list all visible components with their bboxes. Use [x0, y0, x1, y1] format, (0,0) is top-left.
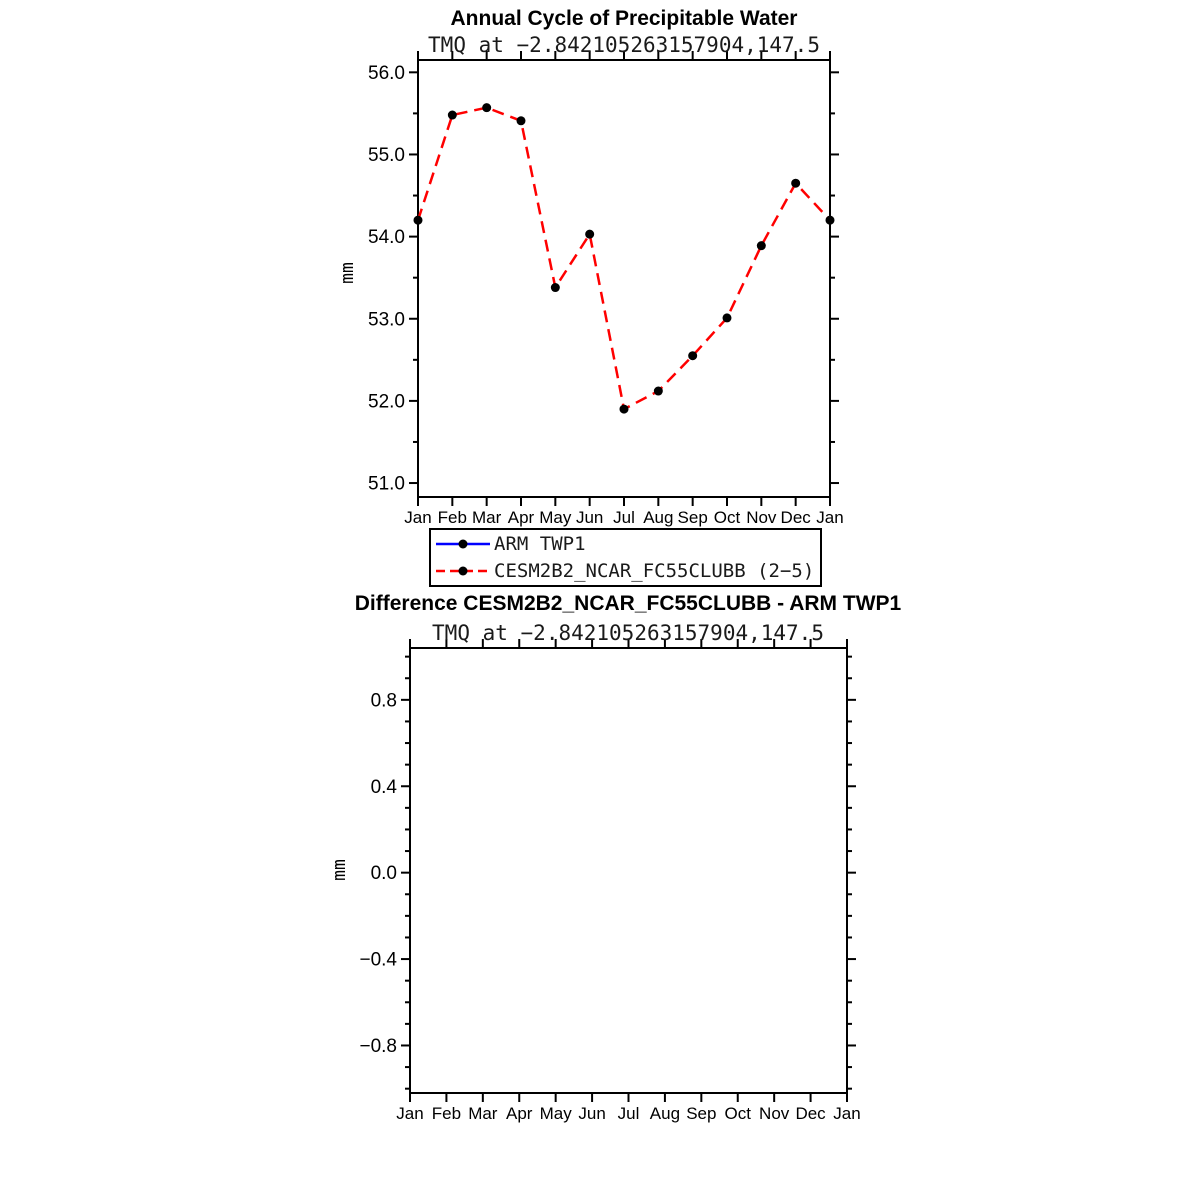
top-chart-title: Annual Cycle of Precipitable Water	[450, 7, 798, 30]
y-tick-label: 56.0	[368, 63, 405, 84]
y-tick-label: 0.4	[371, 777, 398, 798]
x-tick-label: Aug	[650, 1104, 680, 1123]
tick-labels: −0.8 −0.4 0.0 0.4 0.8 Jan Feb Mar Apr May Jun Jul Au…	[359, 690, 860, 1123]
x-tick-label: May	[540, 1104, 573, 1123]
x-tick-label: Jan	[816, 508, 843, 527]
x-tick-label: Mar	[472, 508, 502, 527]
data-point-marker	[413, 215, 423, 225]
y-tick-label: −0.8	[359, 1036, 397, 1057]
legend-label-cesm: CESM2B2_NCAR_FC55CLUBB (2−5)	[494, 560, 815, 582]
data-point-marker	[482, 103, 492, 113]
data-point-marker	[585, 229, 595, 239]
x-tick-label: May	[539, 508, 572, 527]
y-tick-label: 53.0	[368, 309, 405, 330]
y-tick-label: 55.0	[368, 145, 405, 166]
y-tick-label: 51.0	[368, 474, 405, 495]
x-tick-label: Oct	[725, 1104, 752, 1123]
bottom-chart-y-axis-label: mm	[329, 859, 350, 881]
y-tick-label: −0.4	[359, 950, 397, 971]
x-tick-label: Apr	[508, 508, 535, 527]
x-tick-label: Jan	[396, 1104, 423, 1123]
data-point-marker	[516, 116, 526, 126]
x-tick-label: Aug	[643, 508, 673, 527]
x-tick-label: Dec	[781, 508, 812, 527]
legend-label-arm-twp1: ARM TWP1	[494, 533, 586, 555]
data-point-marker	[791, 178, 801, 188]
x-tick-label: Jul	[613, 508, 635, 527]
data-point-marker	[688, 351, 698, 361]
x-tick-label: Sep	[686, 1104, 716, 1123]
data-point-marker	[756, 241, 766, 251]
bottom-chart-plot: −0.8 −0.4 0.0 0.4 0.8 Jan Feb Mar Apr May Jun Jul Au…	[359, 639, 861, 1123]
data-point-marker	[619, 404, 629, 414]
x-tick-label: Jun	[578, 1104, 605, 1123]
x-tick-label: Apr	[506, 1104, 533, 1123]
x-tick-label: Nov	[746, 508, 777, 527]
x-tick-label: Oct	[714, 508, 741, 527]
axes	[409, 51, 839, 506]
x-tick-label: Jun	[576, 508, 603, 527]
legend-item-arm-twp1: ARM TWP1	[431, 531, 820, 558]
x-tick-label: Jul	[618, 1104, 640, 1123]
x-tick-label: Feb	[432, 1104, 461, 1123]
x-tick-label: Feb	[438, 508, 467, 527]
data-point-marker	[447, 110, 457, 120]
data-point-marker	[653, 386, 663, 396]
x-tick-label: Nov	[759, 1104, 790, 1123]
bottom-chart-title: Difference CESM2B2_NCAR_FC55CLUBB - ARM …	[354, 592, 902, 615]
x-tick-label: Jan	[833, 1104, 860, 1123]
y-tick-label: 0.8	[371, 690, 397, 711]
axes	[401, 639, 856, 1102]
data-point-marker	[825, 215, 835, 225]
data-point-marker	[550, 283, 560, 293]
x-tick-label: Mar	[468, 1104, 498, 1123]
x-tick-label: Sep	[678, 508, 708, 527]
x-tick-label: Jan	[404, 508, 431, 527]
legend-item-cesm: CESM2B2_NCAR_FC55CLUBB (2−5)	[431, 558, 820, 585]
y-tick-label: 54.0	[368, 227, 405, 248]
legend-line-sample-dashed	[436, 566, 490, 576]
x-tick-label: Dec	[795, 1104, 826, 1123]
bottom-chart-subtitle: TMQ at −2.842105263157904,147.5	[432, 621, 824, 645]
top-chart-subtitle: TMQ at −2.842105263157904,147.5	[428, 33, 820, 57]
legend-box: ARM TWP1 CESM2B2_NCAR_FC55CLUBB (2−5)	[429, 528, 822, 587]
top-chart-y-axis-label: mm	[337, 262, 358, 284]
series-line	[416, 106, 831, 411]
legend-line-sample-solid	[436, 539, 490, 549]
y-tick-label: 0.0	[371, 863, 397, 884]
data-point-marker	[722, 313, 732, 323]
y-tick-label: 52.0	[368, 391, 405, 412]
